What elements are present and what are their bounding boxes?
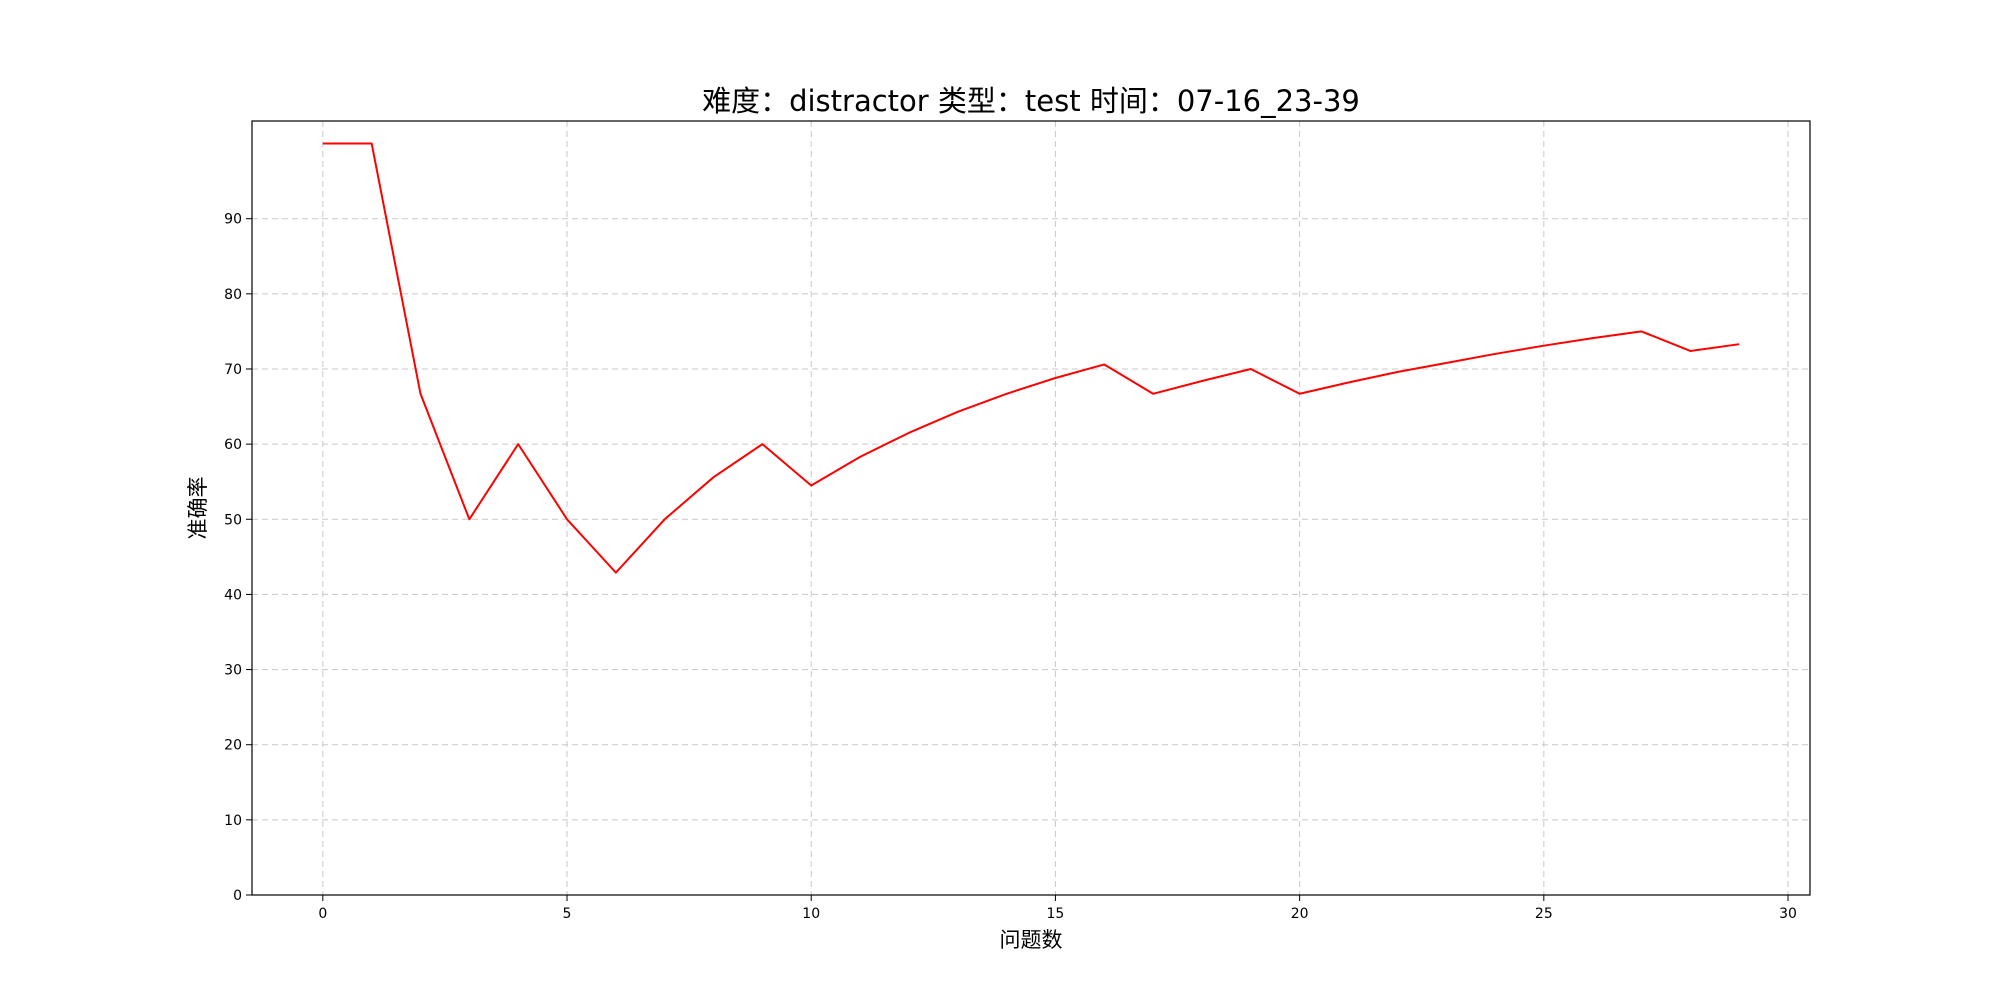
x-tick-label: 15 <box>1047 906 1065 922</box>
y-tick-label: 60 <box>224 437 242 453</box>
y-axis-label: 准确率 <box>186 477 210 540</box>
y-tick-label: 10 <box>224 813 242 829</box>
chart-title: 难度：distractor 类型：test 时间：07-16_23-39 <box>702 84 1360 118</box>
y-tick-label: 80 <box>224 287 242 303</box>
axis-ticks: 0 5 10 15 20 25 30 0 10 20 30 40 50 60 70 80 90 <box>224 212 1797 922</box>
y-tick-label: 0 <box>233 888 242 904</box>
y-tick-label: 50 <box>224 512 242 528</box>
y-tick-label: 90 <box>224 212 242 228</box>
accuracy-series-line <box>322 142 1740 574</box>
x-tick-label: 30 <box>1779 906 1797 922</box>
plot-frame <box>251 120 1811 896</box>
y-tick-label: 40 <box>224 587 242 603</box>
x-tick-label: 20 <box>1291 906 1309 922</box>
x-tick-label: 25 <box>1535 906 1553 922</box>
x-axis-label: 问题数 <box>1000 928 1063 952</box>
y-tick-label: 20 <box>224 738 242 754</box>
grid-lines <box>252 121 1810 896</box>
x-tick-label: 10 <box>802 906 820 922</box>
y-tick-label: 30 <box>224 663 242 679</box>
y-tick-label: 70 <box>224 362 242 378</box>
x-tick-label: 5 <box>563 906 572 922</box>
series-lines <box>322 142 1740 574</box>
x-tick-label: 0 <box>318 906 327 922</box>
